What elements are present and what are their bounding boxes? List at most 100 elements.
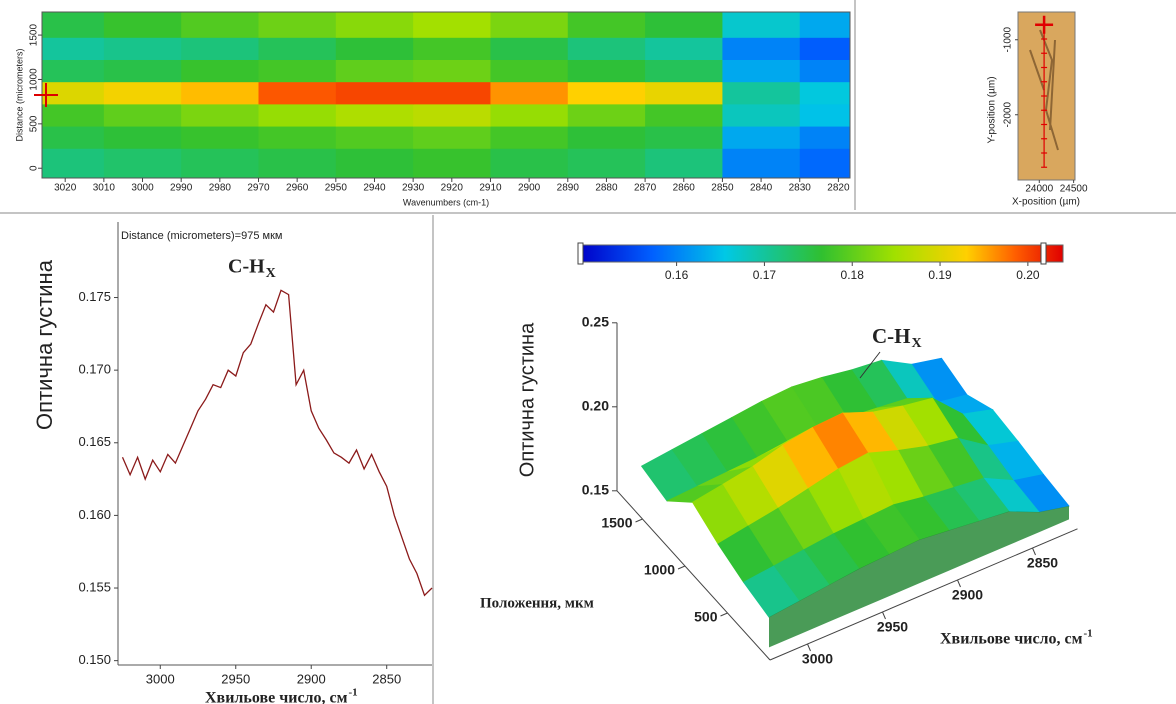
title-pointer	[859, 351, 881, 379]
heatmap-cell	[413, 37, 491, 60]
heatmap-cell	[103, 126, 182, 149]
heatmap-cell	[181, 81, 259, 105]
y-tick	[677, 565, 686, 570]
y-tick-label: 0.175	[78, 289, 111, 304]
x-tick-label: 2940	[363, 183, 386, 194]
heatmap-cell	[181, 126, 259, 149]
x-tick-label: 2900	[952, 587, 983, 603]
y-tick-label: 500	[694, 609, 718, 625]
heatmap-cell	[645, 12, 723, 38]
y-tick-label: 0.160	[78, 507, 111, 522]
heatmap-cell	[490, 37, 569, 60]
heatmap-cell	[258, 81, 337, 105]
annotation: Distance (micrometers)=975 мкм	[121, 230, 282, 242]
heatmap-cell	[42, 103, 105, 127]
heatmap-cell	[181, 12, 259, 38]
x-axis-label: Хвильове число, см	[205, 690, 348, 704]
heatmap-cell	[42, 12, 105, 38]
heatmap-cell	[799, 59, 850, 83]
heatmap-cell	[42, 81, 105, 105]
heatmap-cell	[181, 148, 259, 178]
x-tick	[807, 643, 811, 652]
x-axis-label: Хвильове число, см	[940, 631, 1083, 648]
script-text: -1	[1084, 628, 1093, 640]
point	[1035, 15, 1054, 34]
heatmap-cell	[490, 148, 569, 178]
y-axis-label: Оптична густина	[32, 259, 57, 430]
heatmap-cell	[181, 103, 259, 127]
heatmap-cell	[258, 148, 337, 178]
heatmap-cell	[413, 81, 491, 105]
heatmap-cell	[567, 12, 646, 38]
x-tick-label: 3000	[131, 183, 154, 194]
heatmap-cell	[42, 148, 105, 178]
x-tick-label: 2900	[297, 671, 326, 686]
z-tick-label: 0.25	[582, 314, 609, 330]
heatmap-cell	[490, 59, 569, 83]
heatmap-cell	[799, 103, 850, 127]
x-tick-label: 2890	[557, 183, 580, 194]
map-texture	[1029, 29, 1059, 151]
y-axis-label: Distance (micrometers)	[14, 48, 24, 141]
heatmap-cell	[490, 103, 569, 127]
x-tick-label: 3000	[802, 651, 833, 667]
charts: 3020 3010 3000 2990 2980 2970 2960 2950 2940 2930…	[14, 11, 1093, 704]
heatmap-cell	[335, 59, 414, 83]
z-axis-label: Оптична густина	[516, 322, 538, 477]
x-tick	[882, 611, 886, 620]
heatmap-cell	[42, 126, 105, 149]
plot-frame	[1017, 11, 1076, 181]
heatmap-cell	[103, 37, 182, 60]
heatmap-cells	[42, 12, 850, 178]
heatmap-cell	[799, 126, 850, 149]
x-tick-label: 2880	[595, 183, 618, 194]
heatmap-cell	[645, 103, 723, 127]
script-text: X	[266, 266, 276, 281]
x-tick-label: 2910	[479, 183, 502, 194]
x-tick-label: 2830	[789, 183, 812, 194]
surface	[640, 357, 1070, 648]
heatmap-cell	[722, 126, 801, 149]
spectrum-line	[121, 289, 433, 597]
colorbar	[579, 244, 1064, 263]
heatmap-cell	[645, 126, 723, 149]
y-tick-label: 0.165	[78, 434, 111, 449]
x-tick-label: 2980	[209, 183, 232, 194]
heatmap-cell	[413, 59, 491, 83]
z-tick-label: 0.20	[582, 398, 609, 414]
heatmap-cell	[490, 81, 569, 105]
cursor-cross	[34, 83, 58, 107]
heatmap-cell	[335, 148, 414, 178]
script-text: X	[912, 336, 922, 351]
y-tick-label: 1000	[29, 68, 40, 91]
heatmap-cell	[103, 81, 182, 105]
colorbar-handle	[1040, 242, 1047, 265]
x-tick-label: 2860	[673, 183, 696, 194]
x-tick-label: 2840	[750, 183, 773, 194]
heatmap-cell	[413, 12, 491, 38]
heatmap-cell	[181, 37, 259, 60]
heatmap-cell	[567, 59, 646, 83]
script-text: -1	[349, 687, 358, 699]
x-axis	[769, 528, 1078, 661]
x-tick-label: 2850	[711, 183, 734, 194]
heatmap-cell	[42, 59, 105, 83]
heatmap-cell	[413, 126, 491, 149]
heatmap-cell	[103, 59, 182, 83]
x-tick-label: 2930	[402, 183, 425, 194]
chart-title: C-H	[228, 256, 265, 278]
heatmap-cell	[567, 126, 646, 149]
x-tick	[957, 579, 961, 588]
x-tick-label: 2950	[325, 183, 348, 194]
x-tick-label: 2870	[634, 183, 657, 194]
x-tick-label: 2900	[518, 183, 541, 194]
heatmap-cell	[335, 103, 414, 127]
y-tick	[720, 612, 728, 617]
x-axis-label: X-position (µm)	[1012, 197, 1080, 208]
y-tick-label: 1500	[601, 515, 632, 531]
heatmap-cell	[799, 12, 850, 38]
y-tick-label: 1500	[29, 24, 40, 47]
heatmap-cell	[645, 59, 723, 83]
heatmap-cell	[103, 12, 182, 38]
x-tick-label: 2960	[286, 183, 309, 194]
